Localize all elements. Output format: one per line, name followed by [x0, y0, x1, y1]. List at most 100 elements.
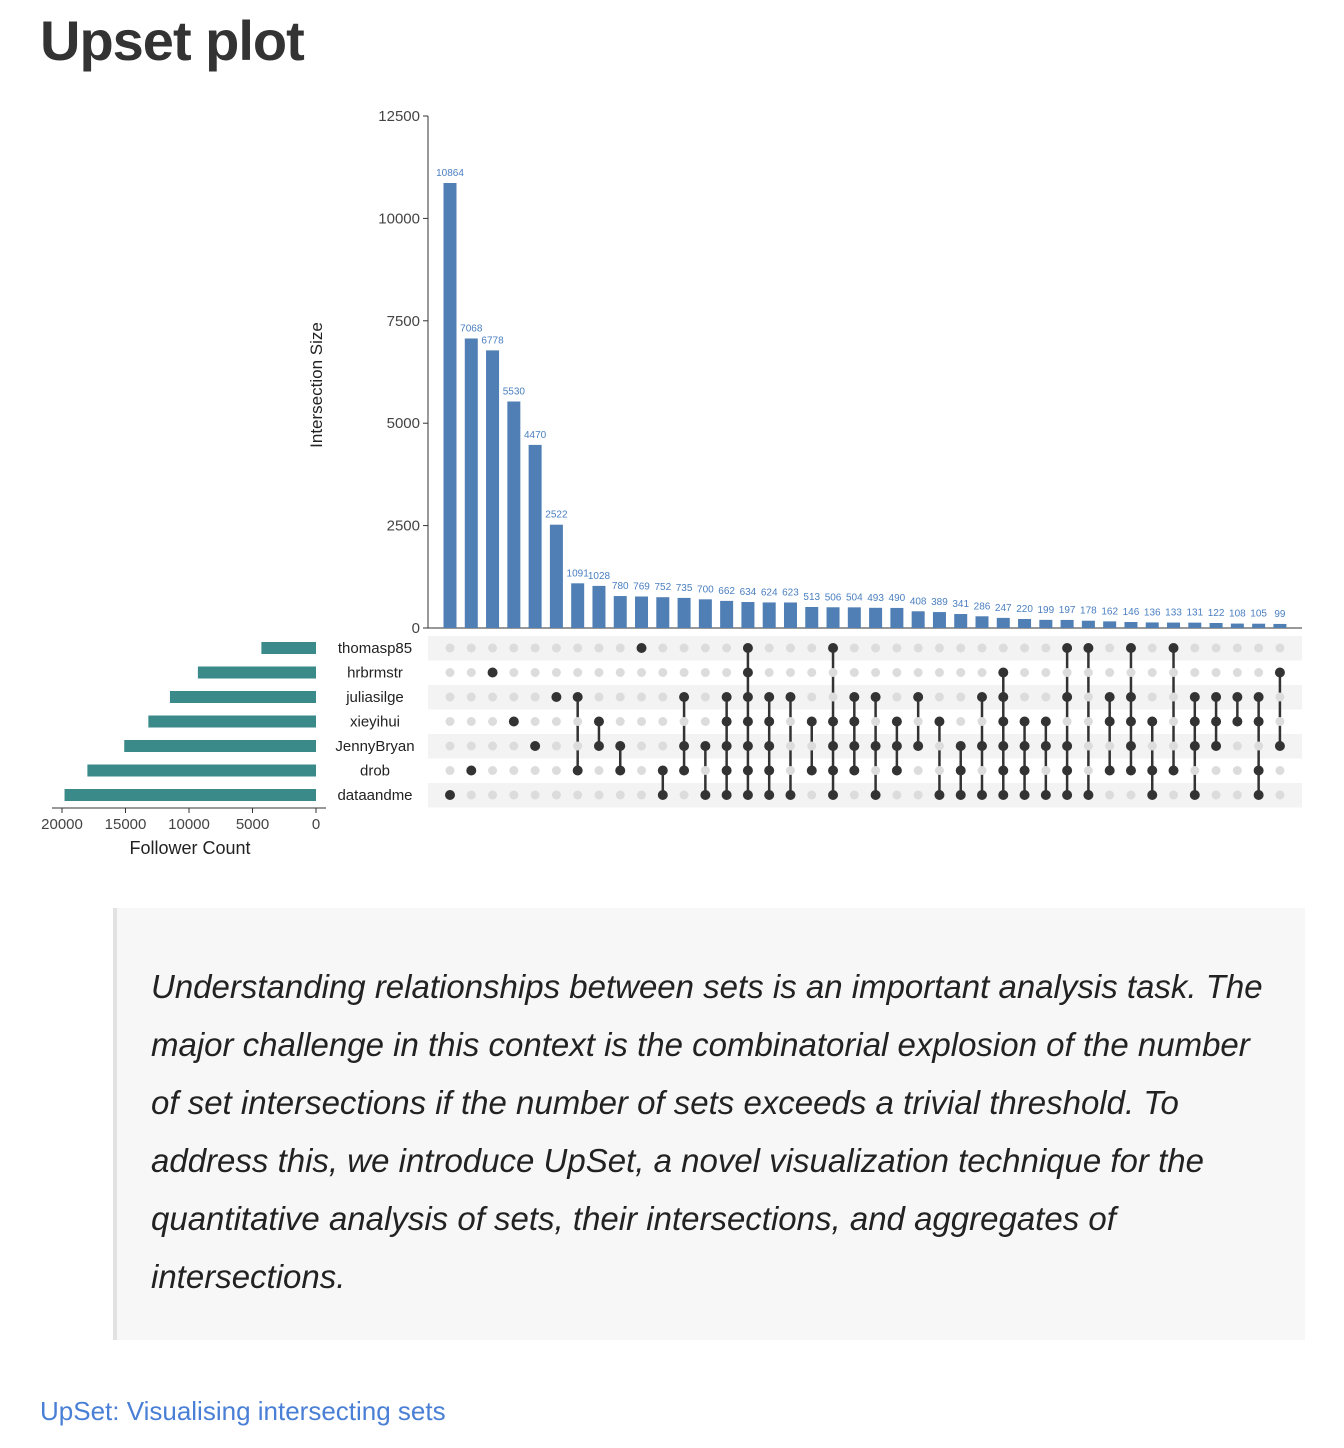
empty-dot: [551, 717, 561, 726]
member-dot: [764, 790, 775, 800]
intersection-bar: [720, 600, 734, 628]
member-dot: [657, 790, 668, 800]
bar-value-label: 700: [697, 584, 714, 595]
intersection-bar: [528, 444, 542, 628]
member-dot: [1147, 765, 1158, 776]
member-dot: [870, 741, 881, 751]
bar-value-label: 162: [1101, 606, 1118, 617]
member-dot: [955, 741, 966, 751]
member-dot: [466, 765, 477, 776]
bar-value-label: 1091: [567, 568, 590, 579]
member-dot: [1147, 716, 1158, 727]
empty-dot: [615, 717, 625, 726]
member-dot: [700, 790, 711, 800]
empty-dot: [637, 717, 647, 726]
quote-text: Understanding relationships between sets…: [151, 968, 1263, 1295]
empty-dot: [871, 766, 881, 775]
empty-dot: [998, 643, 1008, 653]
bar-value-label: 105: [1250, 609, 1267, 620]
bar-value-label: 220: [1016, 604, 1033, 615]
empty-dot: [679, 790, 689, 800]
intersection-bar: [911, 611, 925, 628]
empty-dot: [637, 741, 647, 751]
intersection-bar: [805, 606, 819, 628]
bar-value-label: 408: [910, 596, 927, 607]
empty-dot: [573, 717, 583, 726]
member-dot: [934, 790, 945, 800]
member-dot: [1211, 692, 1222, 702]
member-dot: [700, 741, 711, 751]
set-label: hrbrmstr: [347, 665, 403, 682]
member-dot: [849, 716, 860, 727]
empty-dot: [1083, 766, 1093, 775]
empty-dot: [488, 766, 498, 775]
intersection-bar: [996, 617, 1010, 628]
empty-dot: [466, 790, 476, 800]
member-dot: [742, 741, 753, 751]
member-dot: [977, 790, 987, 800]
empty-dot: [1041, 643, 1051, 653]
member-dot: [1274, 667, 1285, 678]
empty-dot: [1105, 668, 1115, 677]
member-dot: [828, 716, 839, 727]
member-dot: [1083, 643, 1094, 653]
empty-dot: [1232, 741, 1242, 751]
empty-dot: [1275, 692, 1285, 702]
set-label: thomasp85: [338, 640, 412, 657]
member-dot: [828, 741, 839, 751]
member-dot: [806, 716, 817, 727]
member-dot: [742, 667, 753, 678]
bar-value-label: 624: [761, 587, 778, 598]
empty-dot: [871, 668, 881, 677]
member-dot: [742, 790, 753, 800]
empty-dot: [956, 643, 966, 653]
empty-dot: [828, 668, 838, 677]
empty-dot: [466, 643, 476, 653]
empty-dot: [445, 766, 455, 775]
intersection-bar: [1252, 623, 1266, 628]
empty-dot: [913, 668, 923, 677]
blockquote: Understanding relationships between sets…: [113, 908, 1305, 1340]
empty-dot: [679, 643, 689, 653]
reference-link[interactable]: UpSet: Visualising intersecting sets: [40, 1396, 446, 1426]
member-dot: [508, 716, 519, 727]
empty-dot: [573, 643, 583, 653]
empty-dot: [807, 668, 817, 677]
intersection-bar: [932, 612, 946, 628]
empty-dot: [637, 668, 647, 677]
empty-dot: [1041, 692, 1051, 702]
intersection-bar: [698, 599, 712, 628]
empty-dot: [913, 643, 923, 653]
empty-dot: [892, 668, 902, 677]
member-dot: [870, 790, 881, 800]
intersection-bar: [1060, 619, 1074, 628]
member-dot: [891, 741, 902, 751]
intersection-bar: [443, 183, 457, 628]
member-dot: [998, 667, 1009, 678]
intersection-bar: [592, 585, 606, 628]
empty-dot: [934, 741, 944, 751]
empty-dot: [594, 643, 604, 653]
member-dot: [1125, 765, 1136, 776]
bar-value-label: 197: [1059, 605, 1076, 616]
bar-value-label: 6778: [481, 335, 504, 346]
member-dot: [1211, 741, 1222, 751]
empty-dot: [913, 717, 923, 726]
member-dot: [1274, 741, 1285, 751]
empty-dot: [1211, 790, 1221, 800]
member-dot: [530, 741, 541, 751]
member-dot: [1104, 716, 1115, 727]
empty-dot: [1211, 643, 1221, 653]
empty-dot: [615, 790, 625, 800]
empty-dot: [1062, 668, 1072, 677]
bar-value-label: 1028: [588, 571, 611, 582]
empty-dot: [828, 692, 838, 702]
intersection-bar: [762, 602, 776, 628]
intersection-bar: [1209, 623, 1223, 628]
empty-dot: [573, 790, 583, 800]
set-size-bar: [87, 764, 317, 777]
empty-dot: [679, 668, 689, 677]
member-dot: [998, 741, 1009, 751]
member-dot: [1125, 716, 1136, 727]
empty-dot: [785, 668, 795, 677]
